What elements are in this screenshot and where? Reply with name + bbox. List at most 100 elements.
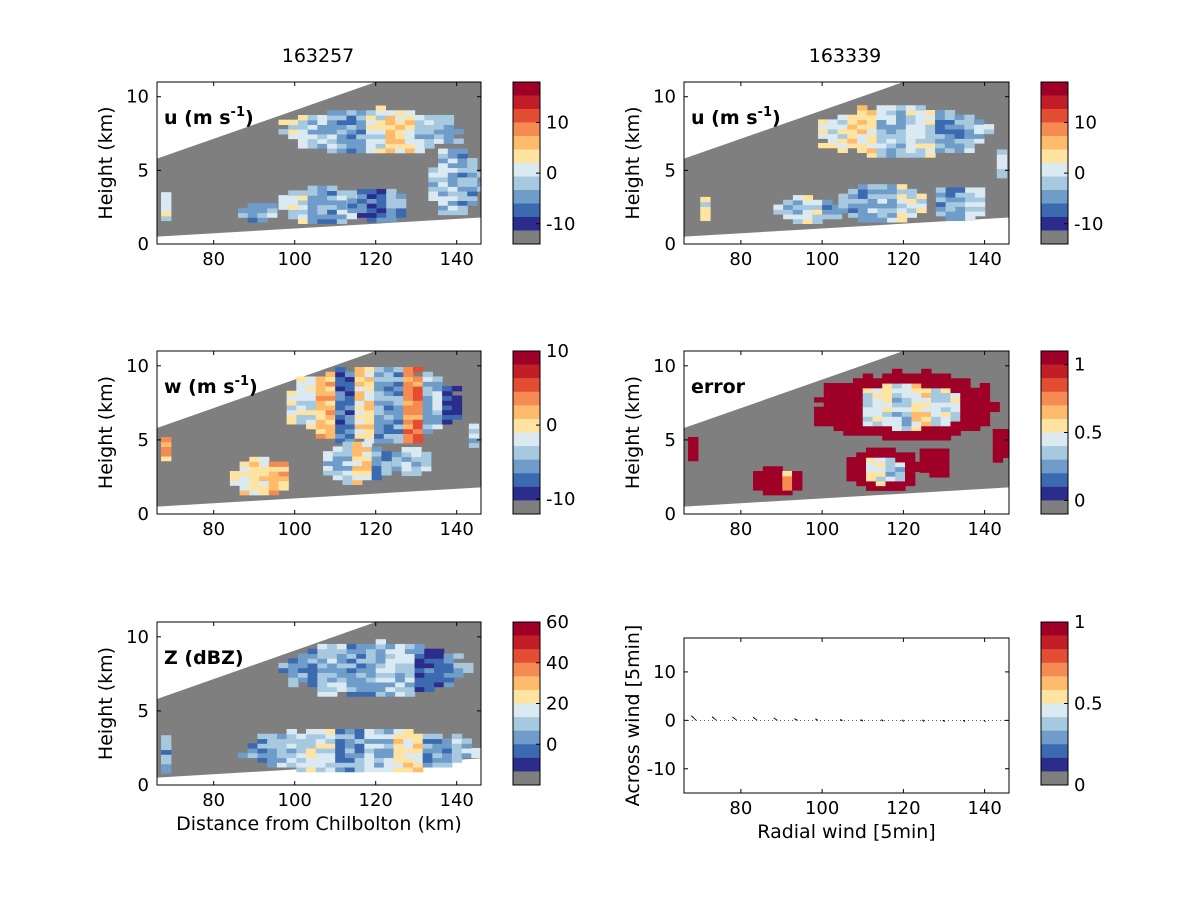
heatmap-cell: [411, 470, 422, 477]
heatmap-cell: [395, 207, 407, 214]
heatmap-cell: [935, 109, 946, 116]
heatmap-cell: [365, 672, 377, 678]
heatmap-cell: [403, 438, 414, 444]
heatmap-cell: [847, 114, 858, 121]
heatmap-cell: [992, 433, 1004, 440]
heatmap-cell: [365, 643, 377, 650]
heatmap-cell: [992, 438, 1004, 444]
heatmap-cell: [414, 643, 425, 650]
heatmap-cell: [802, 199, 813, 206]
heatmap-cell: [443, 653, 455, 659]
wind-vector-head: [901, 719, 905, 722]
colorbar-segment: [1041, 163, 1068, 177]
heatmap-cell: [317, 648, 328, 655]
heatmap-cell: [364, 371, 375, 378]
heatmap-cell: [317, 686, 328, 692]
heatmap-cell: [332, 474, 344, 481]
heatmap-cell: [342, 470, 353, 476]
heatmap-cell: [297, 124, 309, 130]
heatmap-cell: [925, 128, 936, 135]
heatmap-cell: [346, 686, 357, 692]
heatmap-cell: [905, 152, 917, 158]
heatmap-cell: [286, 757, 297, 763]
heatmap-cell: [344, 371, 356, 378]
heatmap-cell: [375, 124, 387, 130]
heatmap-cell: [940, 430, 952, 436]
heatmap-cell: [336, 110, 348, 116]
heatmap-cell: [468, 442, 480, 448]
heatmap-cell: [882, 416, 893, 422]
heatmap-cell: [335, 747, 346, 754]
heatmap-cell: [286, 747, 297, 754]
colorbar-segment: [1041, 432, 1068, 447]
heatmap-cell: [315, 733, 327, 740]
heatmap-cell: [822, 209, 833, 215]
heatmap-cell: [403, 367, 414, 373]
heatmap-cell: [432, 381, 443, 387]
cloud-region: [992, 428, 1009, 463]
heatmap-cell: [965, 206, 976, 212]
heatmap-cell: [935, 147, 946, 153]
heatmap-cell: [867, 198, 878, 204]
heatmap-cell: [375, 662, 387, 669]
heatmap-cell: [393, 404, 404, 411]
heatmap-cell: [288, 677, 299, 683]
heatmap-cell: [847, 133, 858, 139]
heatmap-cell: [383, 433, 395, 439]
heatmap-cell: [886, 114, 897, 121]
heatmap-cell: [838, 203, 849, 209]
heatmap-cell: [876, 109, 887, 116]
heatmap-cell: [412, 747, 424, 754]
heatmap-cell: [843, 387, 854, 394]
heatmap-cell: [447, 190, 459, 197]
heatmap-cell: [866, 457, 877, 463]
heatmap-cell: [753, 471, 764, 477]
y-tick-label: 0: [138, 234, 149, 255]
heatmap-cell: [792, 209, 804, 215]
heatmap-cell: [432, 400, 443, 406]
heatmap-cell: [335, 423, 346, 430]
heatmap-cell: [403, 385, 414, 392]
heatmap-cell: [412, 428, 424, 434]
heatmap-cell: [443, 129, 455, 135]
heatmap-cell: [919, 457, 930, 464]
heatmap-cell: [249, 456, 260, 463]
heatmap-cell: [327, 658, 338, 664]
heatmap-cell: [438, 181, 449, 187]
heatmap-cell: [901, 401, 913, 408]
heatmap-cell: [307, 213, 318, 220]
colorbar-segment: [513, 95, 540, 110]
cloud-region: [688, 436, 699, 462]
heatmap-cell: [335, 438, 346, 444]
heatmap-cell: [374, 376, 385, 382]
heatmap-cell: [259, 485, 270, 491]
heatmap-cell: [346, 147, 357, 154]
heatmap-cell: [327, 204, 338, 210]
heatmap-cell: [375, 138, 387, 144]
heatmap-cell: [955, 215, 966, 222]
heatmap-cell: [259, 466, 270, 472]
heatmap-cell: [335, 381, 346, 387]
y-axis-label: Height (km): [95, 376, 117, 489]
heatmap-cell: [857, 105, 868, 111]
heatmap-cell: [354, 367, 365, 373]
heatmap-cell: [344, 733, 356, 740]
heatmap-cell: [404, 643, 416, 650]
heatmap-cell: [892, 378, 903, 384]
heatmap-cell: [935, 206, 947, 212]
colorbar-segment: [1041, 676, 1068, 691]
heatmap-cell: [352, 460, 363, 466]
heatmap-cell: [307, 218, 318, 224]
heatmap-cell: [335, 404, 346, 411]
heatmap-cell: [385, 648, 396, 655]
heatmap-cell: [404, 648, 416, 655]
heatmap-cell: [812, 213, 823, 220]
colorbar-tick-label: 20: [546, 694, 569, 715]
heatmap-cell: [935, 201, 947, 207]
heatmap-cell: [381, 465, 392, 471]
heatmap-cell: [357, 188, 368, 195]
heatmap-cell: [364, 390, 375, 397]
heatmap-cell: [432, 385, 443, 392]
heatmap-cell: [403, 433, 414, 439]
heatmap-cell: [366, 188, 378, 195]
